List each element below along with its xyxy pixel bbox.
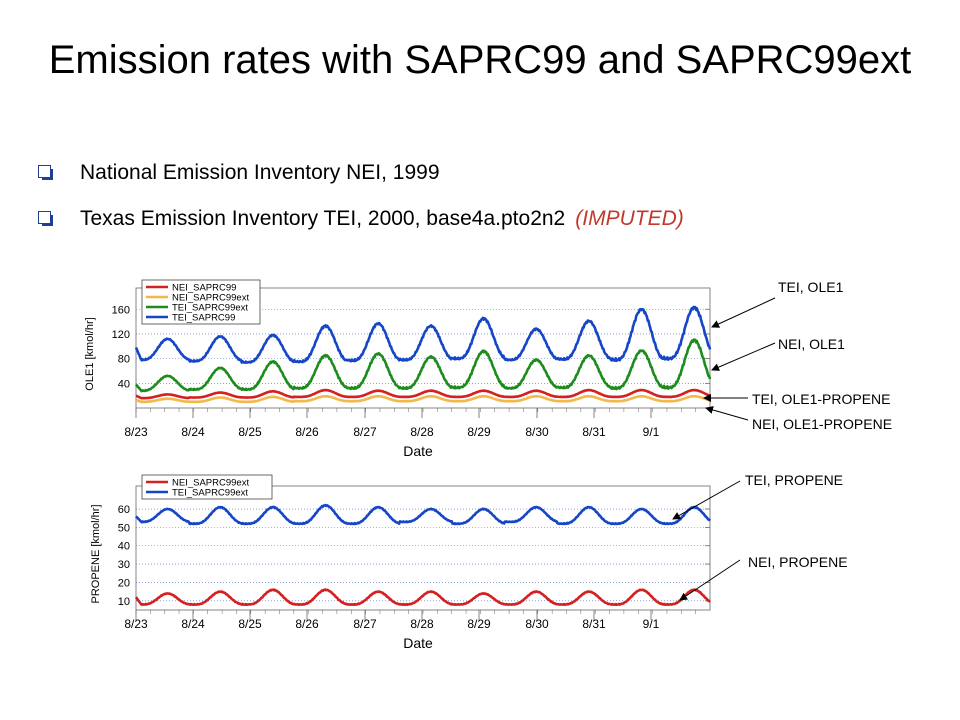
legend-label: NEI_SAPRC99ext: [172, 478, 249, 489]
checkbox-bullet-icon: [38, 211, 54, 227]
x-tick-label: 8/23: [124, 425, 148, 439]
series-line-nei-saprc99ext: [134, 588, 712, 607]
annotation-label: TEI, PROPENE: [745, 472, 843, 488]
legend-label: TEI_SAPRC99ext: [172, 303, 248, 314]
annotation-label: NEI, PROPENE: [748, 554, 848, 570]
x-tick-label: 8/24: [181, 617, 205, 631]
x-axis-label: Date: [403, 443, 433, 459]
y-tick-label: 40: [118, 541, 130, 553]
annotation-label: NEI, OLE1: [778, 336, 845, 352]
y-axis-label: OLE1 [kmol/hr]: [84, 317, 96, 390]
x-tick-label: 9/1: [643, 425, 660, 439]
y-tick-label: 50: [118, 522, 130, 534]
legend-label: TEI_SAPRC99: [172, 313, 235, 324]
legend-label: NEI_SAPRC99: [172, 283, 236, 294]
y-tick-label: 120: [112, 329, 130, 341]
y-tick-label: 60: [118, 504, 130, 516]
annotation-arrow: [705, 406, 749, 421]
annotations: TEI, OLE1 NEI, OLE1 TEI, OLE1-PROPENE NEI, …: [672, 279, 892, 601]
propene-chart: 10 20 30 40 50 60 8/23 8/24 8/25 8/26 8/27 8/28 8/29…: [90, 474, 712, 651]
x-tick-label: 8/29: [467, 617, 491, 631]
y-tick-label: 10: [118, 596, 130, 608]
series-line-tei-saprc99ext: [135, 338, 712, 393]
legend-label: TEI_SAPRC99ext: [172, 488, 248, 499]
plot-frame: [135, 485, 711, 611]
y-tick-label: 40: [118, 378, 130, 390]
x-tick-label: 8/28: [410, 425, 434, 439]
x-tick-label: 8/31: [582, 617, 606, 631]
bullet-item-nei: National Emission Inventory NEI, 1999: [38, 150, 684, 196]
annotation-arrow: [711, 297, 776, 328]
annotation-label: TEI, OLE1-PROPENE: [752, 391, 890, 407]
x-tick-label: 8/23: [124, 617, 148, 631]
y-axis-label: PROPENE [kmol/hr]: [90, 504, 102, 603]
imputed-note: (IMPUTED): [575, 207, 684, 230]
ole1-chart: 40 80 120 160 8/23 8/24 8/25 8/26 8/27 8/28 8/29 8/…: [84, 279, 712, 459]
x-tick-label: 8/25: [238, 425, 262, 439]
bullet-list: National Emission Inventory NEI, 1999 Te…: [38, 150, 684, 242]
x-tick-label: 8/29: [467, 425, 491, 439]
x-tick-label: 8/26: [295, 617, 319, 631]
x-tick-label: 8/25: [238, 617, 262, 631]
annotation-label: NEI, OLE1-PROPENE: [752, 416, 892, 432]
bullet-item-tei: Texas Emission Inventory TEI, 2000, base…: [38, 196, 684, 242]
y-tick-label: 30: [118, 559, 130, 571]
x-tick-label: 8/28: [410, 617, 434, 631]
slide-title: Emission rates with SAPRC99 and SAPRC99e…: [48, 38, 912, 82]
annotation-arrow: [711, 342, 776, 371]
annotation-label: TEI, OLE1: [778, 279, 844, 295]
series-line-tei-saprc99: [134, 305, 712, 364]
x-tick-label: 8/31: [582, 425, 606, 439]
x-tick-label: 8/27: [353, 617, 377, 631]
series-line-tei-saprc99ext: [135, 503, 712, 526]
annotation-arrow: [672, 480, 741, 520]
bullet-text: Texas Emission Inventory TEI, 2000, base…: [80, 207, 566, 230]
y-tick-label: 160: [112, 304, 130, 316]
series-line-nei-saprc99: [135, 388, 711, 400]
x-tick-label: 8/30: [525, 425, 549, 439]
legend-label: NEI_SAPRC99ext: [172, 293, 249, 304]
legend-box: [141, 474, 273, 500]
bullet-text: National Emission Inventory NEI, 1999: [80, 161, 440, 184]
x-tick-label: 8/26: [295, 425, 319, 439]
annotation-arrow: [679, 559, 741, 601]
y-tick-label: 20: [118, 577, 130, 589]
x-axis-label: Date: [403, 635, 433, 651]
x-tick-label: 8/27: [353, 425, 377, 439]
x-tick-label: 9/1: [643, 617, 660, 631]
x-tick-label: 8/24: [181, 425, 205, 439]
y-tick-label: 80: [118, 354, 130, 366]
checkbox-bullet-icon: [38, 165, 54, 181]
x-tick-label: 8/30: [525, 617, 549, 631]
series-line-nei-saprc99ext: [135, 394, 711, 404]
